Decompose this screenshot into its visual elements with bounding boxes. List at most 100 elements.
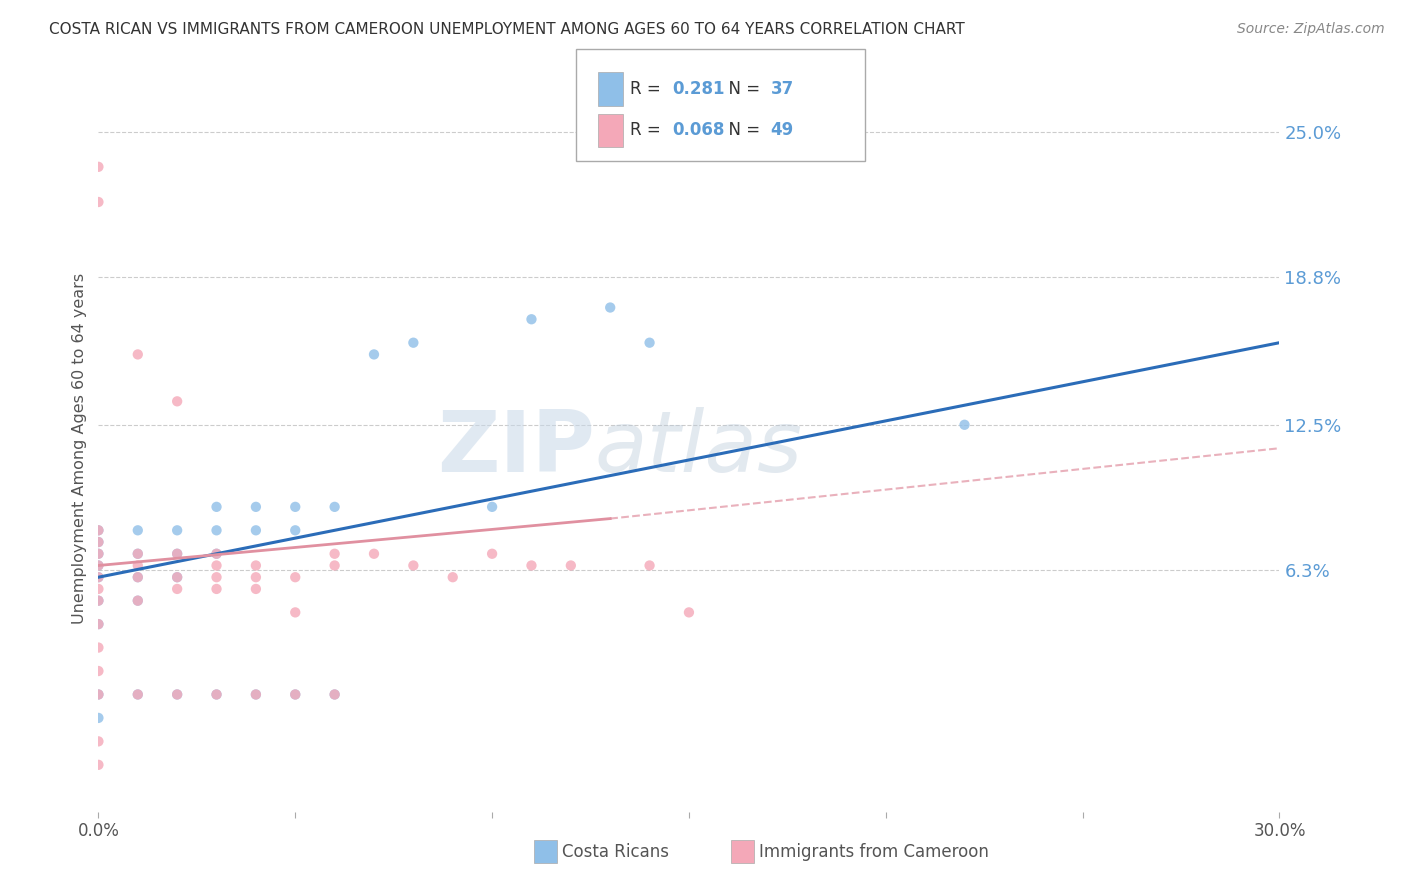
Point <box>205 558 228 573</box>
Point <box>205 688 228 702</box>
Point <box>245 688 267 702</box>
Text: 37: 37 <box>770 80 794 98</box>
Point <box>87 524 110 538</box>
Point <box>127 593 149 607</box>
Point <box>520 312 543 326</box>
Point <box>87 711 110 725</box>
Point <box>87 617 110 632</box>
Text: R =: R = <box>630 80 666 98</box>
Y-axis label: Unemployment Among Ages 60 to 64 years: Unemployment Among Ages 60 to 64 years <box>72 273 87 624</box>
Point <box>363 547 385 561</box>
Text: atlas: atlas <box>595 407 803 490</box>
Point <box>166 547 188 561</box>
Text: N =: N = <box>718 80 766 98</box>
Point <box>284 688 307 702</box>
Point <box>87 664 110 678</box>
Point <box>87 688 110 702</box>
Point <box>127 524 149 538</box>
Point <box>599 301 621 315</box>
Text: ZIP: ZIP <box>437 407 595 490</box>
Point <box>560 558 582 573</box>
Point <box>87 757 110 772</box>
Point <box>87 547 110 561</box>
Point <box>127 347 149 361</box>
Text: 49: 49 <box>770 121 794 139</box>
Point <box>127 558 149 573</box>
Point <box>87 617 110 632</box>
Text: R =: R = <box>630 121 666 139</box>
Point <box>166 547 188 561</box>
Point <box>284 524 307 538</box>
Point <box>520 558 543 573</box>
Point <box>441 570 464 584</box>
Point <box>284 500 307 514</box>
Point <box>284 570 307 584</box>
Point <box>87 535 110 549</box>
Point <box>284 606 307 620</box>
Point <box>638 335 661 350</box>
Point <box>166 570 188 584</box>
Point <box>87 734 110 748</box>
Point <box>127 688 149 702</box>
Point <box>127 570 149 584</box>
Point <box>87 570 110 584</box>
Point <box>87 593 110 607</box>
Point <box>127 547 149 561</box>
Point <box>245 524 267 538</box>
Text: COSTA RICAN VS IMMIGRANTS FROM CAMEROON UNEMPLOYMENT AMONG AGES 60 TO 64 YEARS C: COSTA RICAN VS IMMIGRANTS FROM CAMEROON … <box>49 22 965 37</box>
Point <box>127 688 149 702</box>
Point <box>323 558 346 573</box>
Point <box>87 524 110 538</box>
Point <box>245 688 267 702</box>
Point <box>87 160 110 174</box>
Point <box>363 347 385 361</box>
Point <box>245 500 267 514</box>
Point <box>953 417 976 432</box>
Point <box>166 582 188 596</box>
Point <box>638 558 661 573</box>
Point <box>87 194 110 209</box>
Text: Immigrants from Cameroon: Immigrants from Cameroon <box>759 843 988 861</box>
Point <box>323 688 346 702</box>
Point <box>323 500 346 514</box>
Text: 0.068: 0.068 <box>672 121 724 139</box>
Point <box>127 570 149 584</box>
Point <box>87 640 110 655</box>
Point <box>127 547 149 561</box>
Point <box>481 500 503 514</box>
Point <box>402 558 425 573</box>
Point <box>166 394 188 409</box>
Point <box>245 570 267 584</box>
Point <box>87 558 110 573</box>
Point <box>166 688 188 702</box>
Point <box>87 547 110 561</box>
Point <box>87 535 110 549</box>
Point <box>87 688 110 702</box>
Point <box>205 582 228 596</box>
Point <box>87 558 110 573</box>
Text: Costa Ricans: Costa Ricans <box>562 843 669 861</box>
Point <box>87 570 110 584</box>
Point <box>205 524 228 538</box>
Point <box>678 606 700 620</box>
Point <box>205 547 228 561</box>
Point <box>87 593 110 607</box>
Point <box>166 688 188 702</box>
Point <box>481 547 503 561</box>
Point <box>205 688 228 702</box>
Point <box>245 558 267 573</box>
Point <box>166 570 188 584</box>
Point <box>127 593 149 607</box>
Point <box>205 547 228 561</box>
Text: N =: N = <box>718 121 766 139</box>
Text: Source: ZipAtlas.com: Source: ZipAtlas.com <box>1237 22 1385 37</box>
Point <box>323 547 346 561</box>
Point <box>402 335 425 350</box>
Point <box>87 582 110 596</box>
Point <box>205 570 228 584</box>
Point <box>284 688 307 702</box>
Point <box>323 688 346 702</box>
Point <box>245 582 267 596</box>
Text: 0.281: 0.281 <box>672 80 724 98</box>
Point <box>166 524 188 538</box>
